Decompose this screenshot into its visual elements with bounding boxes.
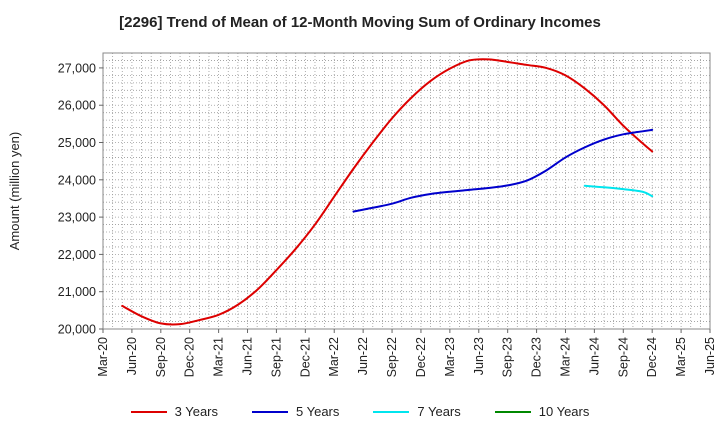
x-tick-label: Jun-24 [587, 337, 601, 375]
x-tick-label: Mar-20 [96, 337, 110, 377]
legend-label-5-years: 5 Years [296, 404, 340, 419]
legend-item-5-years: 5 Years [252, 404, 339, 419]
x-tick-label: Jun-22 [356, 337, 370, 375]
legend-item-10-years: 10 Years [494, 404, 590, 419]
plot-frame [102, 52, 711, 330]
x-tick-label: Mar-22 [327, 337, 341, 377]
legend: 3 Years 5 Years 7 Years 10 Years [0, 404, 720, 419]
y-tick-label: 26,000 [58, 99, 96, 113]
x-tick-label: Mar-21 [212, 337, 226, 377]
y-tick-label: 22,000 [58, 248, 96, 262]
legend-swatch-10-years [494, 410, 531, 413]
series-line-5-years [352, 128, 654, 213]
x-tick-label: Sep-23 [501, 337, 515, 377]
y-tick-label: 25,000 [58, 136, 96, 150]
y-tick-label: 24,000 [58, 173, 96, 187]
y-tick-label: 23,000 [58, 211, 96, 225]
legend-swatch-7-years [373, 410, 410, 413]
legend-label-3-years: 3 Years [174, 404, 218, 419]
x-tick-label: Mar-24 [558, 337, 572, 377]
y-tick-label: 21,000 [58, 285, 96, 299]
x-tick-label: Sep-22 [385, 337, 399, 377]
legend-swatch-5-years [252, 410, 288, 413]
series-line-3-years [121, 58, 654, 326]
chart-title: [2296] Trend of Mean of 12-Month Moving … [119, 14, 601, 31]
x-tick-label: Dec-20 [183, 337, 197, 377]
x-tick-label: Jun-21 [241, 337, 255, 375]
legend-swatch-3-years [130, 410, 167, 413]
x-tick-label: Dec-24 [645, 337, 659, 377]
x-tick-label: Mar-23 [443, 337, 457, 377]
x-tick-label: Jun-20 [125, 337, 139, 375]
y-tick-label: 27,000 [58, 61, 96, 75]
legend-label-10-years: 10 Years [538, 404, 590, 419]
grid-lines [103, 53, 710, 329]
x-tick-label: Mar-25 [674, 337, 688, 377]
y-tick-label: 20,000 [58, 323, 96, 337]
x-tick-label: Dec-21 [298, 337, 312, 377]
x-tick-label: Jun-23 [472, 337, 486, 375]
x-tick-label: Dec-23 [530, 337, 544, 377]
legend-label-7-years: 7 Years [417, 404, 461, 419]
x-tick-label: Dec-22 [414, 337, 428, 377]
x-tick-label: Sep-21 [269, 337, 283, 377]
legend-item-3-years: 3 Years [130, 404, 218, 419]
legend-item-7-years: 7 Years [373, 404, 461, 419]
x-tick-label: Jun-25 [703, 337, 717, 375]
axes: 20,000 21,000 22,000 23,000 24,000 25,000 26,0… [58, 61, 717, 377]
x-tick-label: Sep-24 [616, 337, 630, 377]
series-line-7-years [583, 184, 654, 198]
y-axis-label: Amount (million yen) [7, 132, 22, 251]
series-lines [121, 58, 654, 326]
x-tick-label: Sep-20 [154, 337, 168, 377]
